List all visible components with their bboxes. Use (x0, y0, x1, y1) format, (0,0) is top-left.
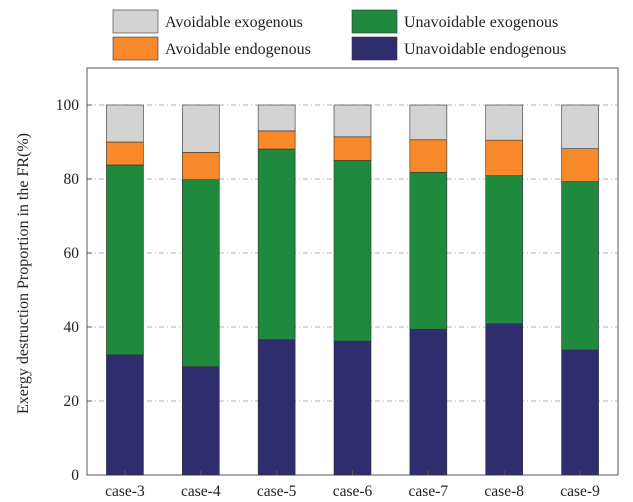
bars (106, 105, 598, 475)
bar-segment-case-7-unavoidable-exogenous (410, 172, 447, 329)
bar-segment-case-6-avoidable-endogenous (334, 137, 371, 161)
bar-segment-case-8-unavoidable-endogenous (486, 324, 523, 475)
legend: Avoidable exogenous Unavoidable exogenous… (113, 10, 566, 60)
legend-label: Unavoidable endogenous (404, 41, 566, 58)
legend-swatch (113, 37, 158, 60)
x-tick-label-case-3: case-3 (105, 483, 145, 500)
y-tick-label: 60 (64, 245, 80, 262)
x-tick-label-case-9: case-9 (560, 483, 600, 500)
bar-segment-case-9-unavoidable-endogenous (562, 350, 599, 475)
bar-segment-case-4-avoidable-exogenous (182, 105, 219, 152)
x-tick-label-case-7: case-7 (409, 483, 449, 500)
y-tick-label: 40 (64, 319, 80, 336)
bar-segment-case-3-avoidable-exogenous (106, 105, 143, 142)
bar-segment-case-3-unavoidable-endogenous (106, 355, 143, 475)
bar-segment-case-8-unavoidable-exogenous (486, 176, 523, 324)
legend-item-unavoidable-exogenous: Unavoidable exogenous (352, 10, 558, 33)
y-tick-label: 100 (56, 97, 80, 114)
bar-segment-case-6-unavoidable-endogenous (334, 341, 371, 475)
bar-segment-case-6-unavoidable-exogenous (334, 161, 371, 342)
bar-segment-case-5-unavoidable-endogenous (258, 340, 295, 475)
bar-segment-case-7-avoidable-exogenous (410, 105, 447, 140)
y-tick-label: 0 (71, 467, 79, 484)
bar-segment-case-7-unavoidable-endogenous (410, 329, 447, 475)
legend-label: Avoidable exogenous (165, 14, 303, 31)
x-tick-label-case-6: case-6 (333, 483, 373, 500)
x-tick-label-case-4: case-4 (181, 483, 221, 500)
legend-item-unavoidable-endogenous: Unavoidable endogenous (352, 37, 566, 60)
bar-segment-case-5-avoidable-exogenous (258, 105, 295, 131)
legend-label: Unavoidable exogenous (404, 14, 558, 31)
x-tick-label-case-5: case-5 (257, 483, 297, 500)
bar-segment-case-6-avoidable-exogenous (334, 105, 371, 137)
legend-swatch (113, 10, 158, 33)
bar-segment-case-3-unavoidable-exogenous (106, 165, 143, 355)
legend-swatch (352, 10, 397, 33)
legend-item-avoidable-exogenous: Avoidable exogenous (113, 10, 303, 33)
bar-segment-case-5-unavoidable-exogenous (258, 149, 295, 340)
bar-segment-case-8-avoidable-endogenous (486, 140, 523, 176)
bar-segment-case-9-unavoidable-exogenous (562, 182, 599, 350)
bar-segment-case-5-avoidable-endogenous (258, 131, 295, 149)
y-tick-label: 20 (64, 393, 80, 410)
bar-segment-case-3-avoidable-endogenous (106, 142, 143, 165)
bar-segment-case-4-avoidable-endogenous (182, 152, 219, 179)
legend-swatch (352, 37, 397, 60)
bar-segment-case-7-avoidable-endogenous (410, 140, 447, 173)
bar-segment-case-4-unavoidable-endogenous (182, 367, 219, 475)
y-tick-label: 80 (64, 171, 80, 188)
bar-segment-case-8-avoidable-exogenous (486, 105, 523, 140)
bar-segment-case-9-avoidable-endogenous (562, 149, 599, 182)
legend-item-avoidable-endogenous: Avoidable endogenous (113, 37, 311, 60)
y-axis-label: Exergy destruction Proportion in the FR(… (15, 133, 32, 414)
x-tick-label-case-8: case-8 (484, 483, 524, 500)
bar-segment-case-4-unavoidable-exogenous (182, 180, 219, 367)
legend-label: Avoidable endogenous (165, 41, 311, 58)
bar-segment-case-9-avoidable-exogenous (562, 105, 599, 149)
